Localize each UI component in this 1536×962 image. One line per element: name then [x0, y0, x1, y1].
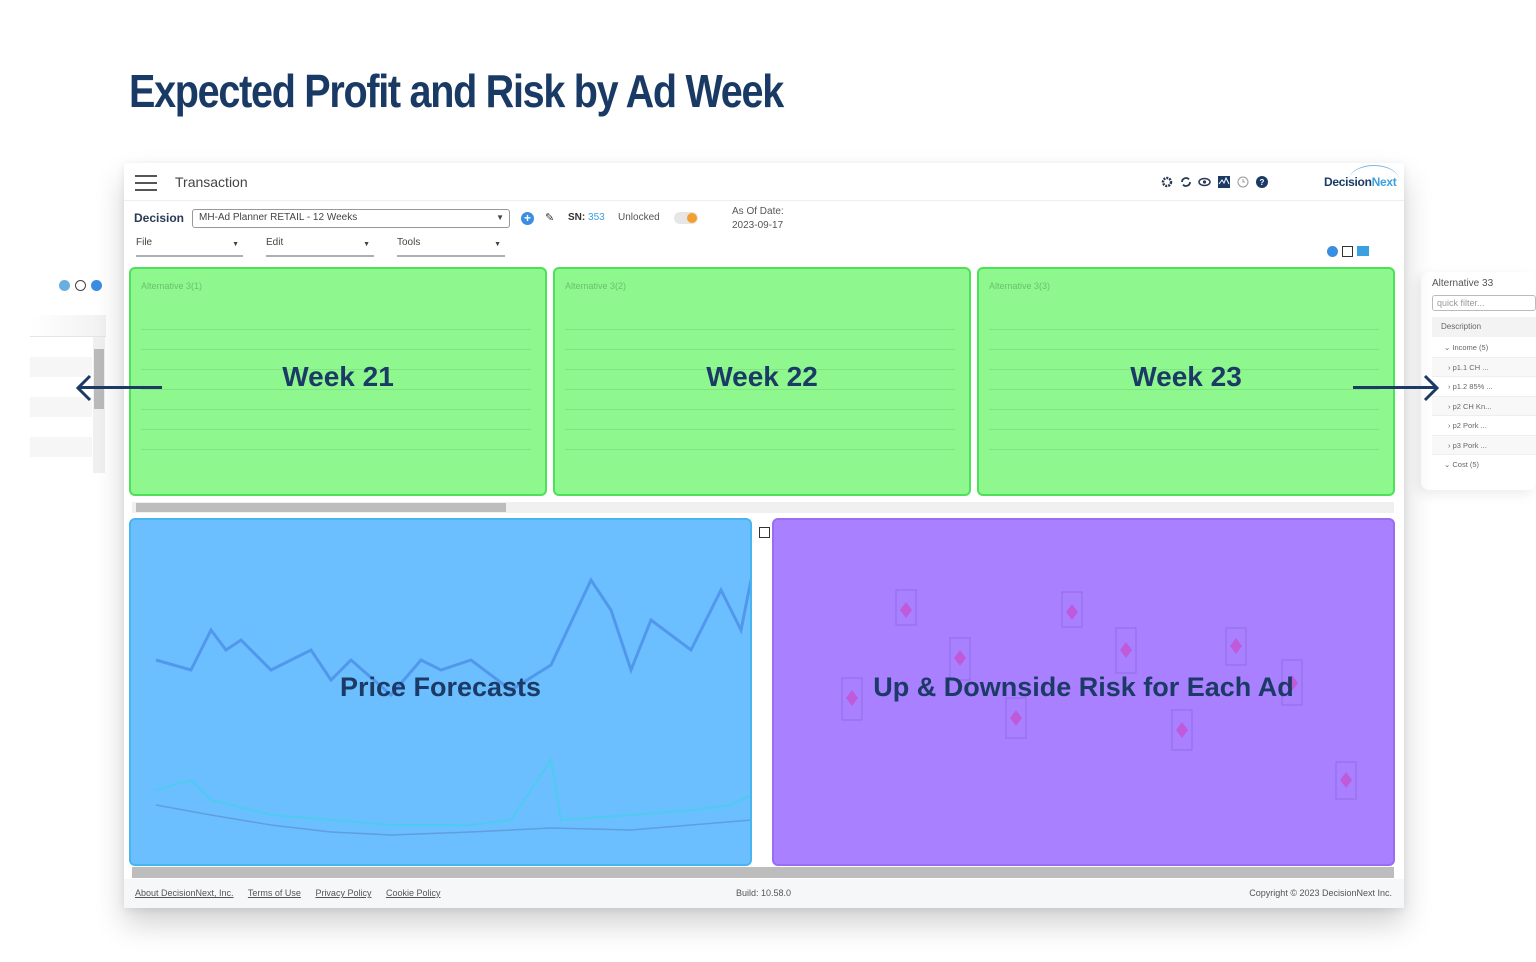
next-week-arrow[interactable]	[1353, 374, 1439, 402]
decision-label: Decision	[134, 211, 185, 225]
decision-select[interactable]: MH-Ad Planner RETAIL - 12 Weeks ▼	[192, 209, 510, 228]
week-label: Week 23	[1130, 361, 1242, 392]
build-version: Build: 10.58.0	[736, 888, 792, 898]
description-header: Description	[1432, 317, 1536, 337]
footer: About DecisionNext, Inc. Terms of Use Pr…	[124, 879, 1404, 908]
sn-value: 353	[588, 212, 605, 223]
edit-pencil-icon[interactable]: ✎	[545, 212, 555, 224]
risk-boxplot-chart	[841, 589, 1357, 800]
svg-text:?: ?	[1259, 178, 1264, 187]
week-22-panel[interactable]: Alternative 3(2) Week 22	[553, 267, 971, 496]
decisionnext-logo: DecisionNext	[1324, 175, 1397, 189]
logo-arc	[1349, 165, 1399, 195]
chevron-down-icon: ▼	[363, 241, 370, 248]
top-toolbar: ?	[1160, 175, 1268, 188]
back-icon[interactable]	[59, 280, 70, 291]
price-forecast-chart	[155, 576, 750, 836]
previous-week-arrow[interactable]	[76, 374, 162, 402]
chevron-down-icon: ▼	[232, 241, 239, 248]
add-decision-button[interactable]: +	[521, 212, 534, 225]
arrow-right-icon	[1423, 374, 1439, 402]
scrollbar[interactable]	[93, 337, 105, 473]
scrollbar-thumb[interactable]	[136, 503, 506, 512]
tree-rows: ⌄ Income (5) › p1.1 CH ... › p1.2 85% ..…	[1432, 338, 1536, 475]
sn-label: SN: 353	[568, 212, 605, 223]
chevron-down-icon: ▼	[494, 241, 501, 248]
panel-label: Price Forecasts	[339, 672, 542, 702]
risk-panel[interactable]: Up & Downside Risk for Each Ad	[772, 518, 1395, 866]
lock-toggle[interactable]	[674, 212, 698, 224]
comment-icon[interactable]	[1357, 246, 1369, 256]
about-link[interactable]: About DecisionNext, Inc.	[135, 888, 234, 898]
settings-icon[interactable]	[1160, 175, 1173, 188]
tree-row[interactable]: › p3 Pork ...	[1432, 435, 1536, 455]
panel-label: Up & Downside Risk for Each Ad	[873, 672, 1294, 702]
privacy-link[interactable]: Privacy Policy	[315, 888, 372, 898]
as-of-date: As Of Date: 2023-09-17	[732, 206, 784, 231]
hamburger-menu-icon[interactable]	[135, 175, 157, 191]
cookie-link[interactable]: Cookie Policy	[385, 888, 441, 898]
clock-icon[interactable]	[1236, 175, 1249, 188]
dollar-icon[interactable]	[75, 280, 86, 291]
tree-row[interactable]: › p2 CH Kn...	[1432, 396, 1536, 416]
week-label: Week 22	[706, 361, 818, 392]
popout-icon[interactable]	[1342, 246, 1353, 257]
edit-menu[interactable]: Edit ▼	[266, 237, 374, 257]
chart-icon[interactable]	[1217, 175, 1230, 188]
app-window: Transaction ? DecisionNext Decision MH-A…	[124, 163, 1404, 908]
alternative-title: Alternative 3(2)	[565, 281, 627, 291]
panel-tools	[1327, 246, 1369, 257]
alternative-title: Alternative 3(1)	[141, 281, 203, 291]
eye-icon[interactable]	[1198, 175, 1211, 188]
tree-row[interactable]: › p2 Pork ...	[1432, 416, 1536, 436]
price-forecasts-panel[interactable]: Price Forecasts	[129, 518, 752, 866]
tools-menu[interactable]: Tools ▼	[397, 237, 505, 257]
file-menu[interactable]: File ▼	[136, 237, 243, 257]
top-bar: Transaction ? DecisionNext	[124, 163, 1404, 201]
terms-link[interactable]: Terms of Use	[247, 888, 301, 898]
alternative-title: Alternative 3(3)	[989, 281, 1051, 291]
tree-row-cost[interactable]: ⌄ Cost (5)	[1444, 460, 1480, 469]
table-header	[30, 315, 106, 337]
app-name: Transaction	[175, 174, 248, 190]
back-icon[interactable]	[1327, 246, 1338, 257]
refresh-icon[interactable]	[1179, 175, 1192, 188]
help-icon[interactable]: ?	[1255, 175, 1268, 188]
quick-filter-input[interactable]: quick filter...	[1432, 295, 1536, 311]
popout-icon[interactable]	[759, 527, 770, 538]
chevron-down-icon: ▼	[496, 213, 504, 222]
next-alternative-panel[interactable]: Alternative 33 quick filter... Descripti…	[1421, 272, 1536, 490]
page-title: Expected Profit and Risk by Ad Week	[129, 65, 784, 117]
alternative-title: Alternative 33	[1432, 278, 1494, 289]
tree-row-income[interactable]: ⌄ Income (5)	[1432, 338, 1536, 358]
previous-alternative-panel[interactable]	[30, 280, 106, 473]
week-21-panel[interactable]: Alternative 3(1) Week 21	[129, 267, 547, 496]
week-label: Week 21	[282, 361, 394, 392]
side-left-icons	[59, 280, 102, 291]
copyright: Copyright © 2023 DecisionNext Inc.	[1249, 888, 1392, 898]
week-23-panel[interactable]: Alternative 3(3) Week 23	[977, 267, 1395, 496]
add-icon[interactable]	[91, 280, 102, 291]
tree-row[interactable]: › p1.1 CH ...	[1432, 357, 1536, 377]
arrow-left-icon	[76, 374, 92, 402]
table-rows	[30, 337, 92, 473]
horizontal-scrollbar[interactable]	[132, 502, 1394, 513]
lock-status: Unlocked	[618, 212, 660, 223]
horizontal-scrollbar[interactable]	[132, 867, 1394, 878]
tree-row[interactable]: › p1.2 85% ...	[1432, 377, 1536, 397]
